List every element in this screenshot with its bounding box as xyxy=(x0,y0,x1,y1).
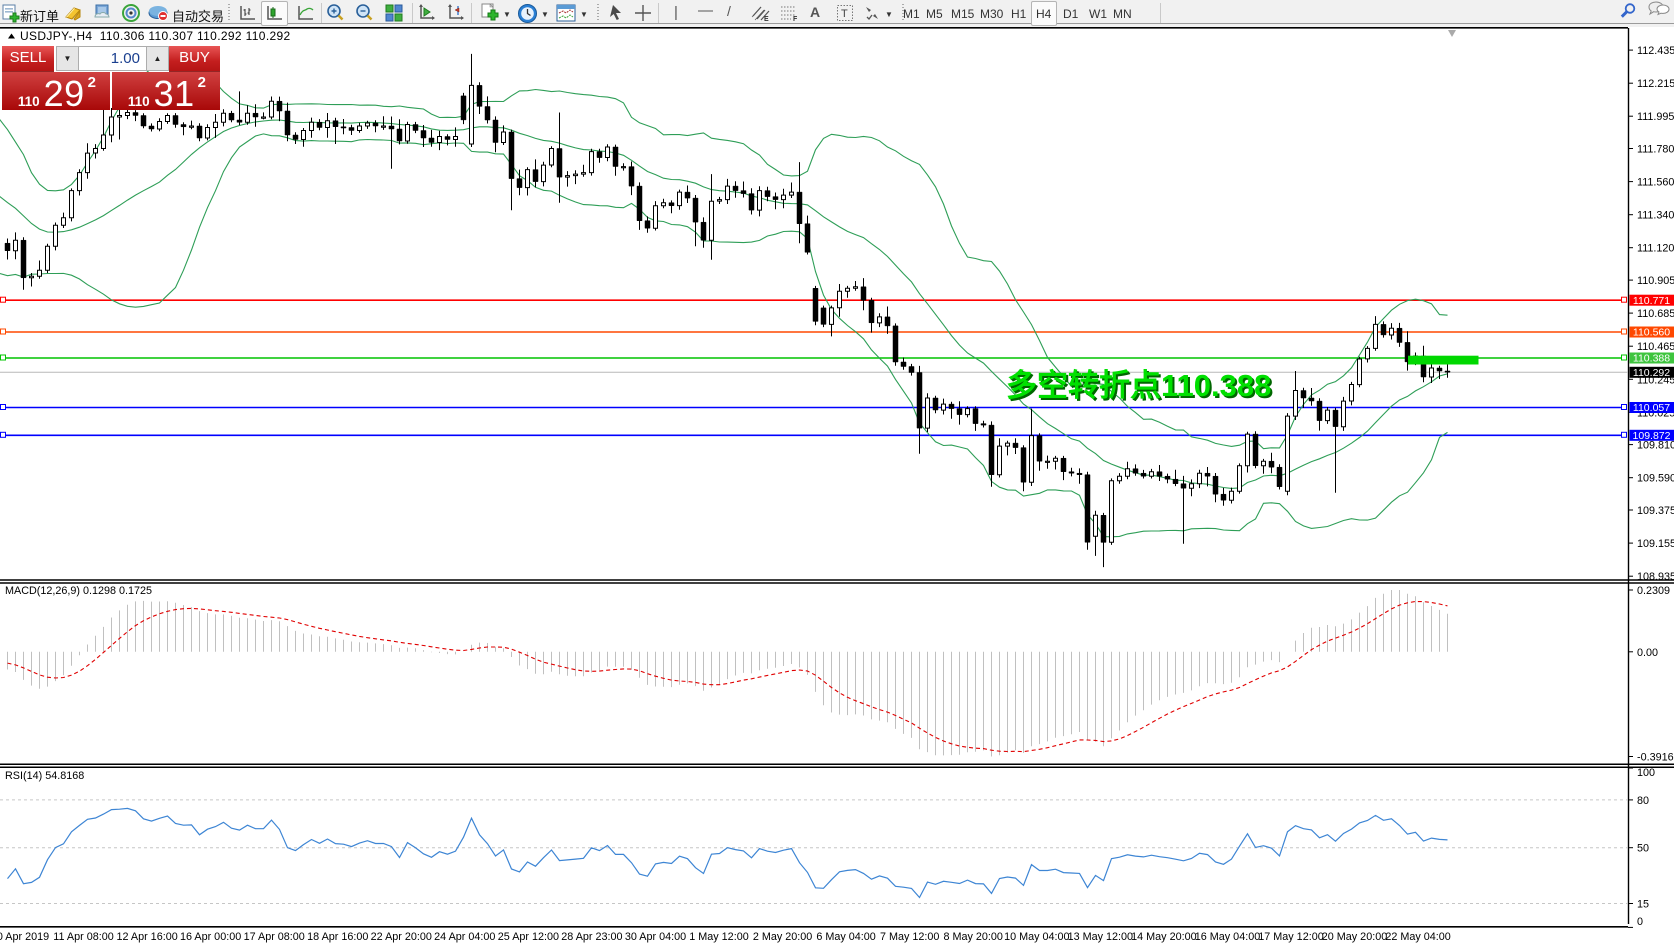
svg-text:109.590: 109.590 xyxy=(1637,473,1674,485)
svg-text:11 Apr 08:00: 11 Apr 08:00 xyxy=(53,931,113,943)
svg-text:24 Apr 04:00: 24 Apr 04:00 xyxy=(434,931,495,943)
svg-text:20 May 20:00: 20 May 20:00 xyxy=(1322,931,1387,943)
svg-text:110.057: 110.057 xyxy=(1633,402,1670,414)
svg-text:25 Apr 12:00: 25 Apr 12:00 xyxy=(498,931,559,943)
svg-text:8 May 20:00: 8 May 20:00 xyxy=(943,931,1002,943)
svg-text:109.375: 109.375 xyxy=(1637,505,1674,517)
svg-text:17 Apr 08:00: 17 Apr 08:00 xyxy=(244,931,305,943)
svg-text:E: E xyxy=(764,16,769,22)
svg-text:15: 15 xyxy=(1637,899,1649,911)
svg-text:110.771: 110.771 xyxy=(1633,295,1670,307)
svg-text:13 May 12:00: 13 May 12:00 xyxy=(1068,931,1133,943)
svg-text:-0.3916: -0.3916 xyxy=(1637,752,1674,764)
svg-text:110.685: 110.685 xyxy=(1637,308,1674,320)
svg-text:111.340: 111.340 xyxy=(1637,210,1674,222)
svg-text:RSI(14) 54.8168: RSI(14) 54.8168 xyxy=(5,770,84,782)
svg-text:多空转折点110.388: 多空转折点110.388 xyxy=(1008,370,1273,405)
svg-text:17 May 12:00: 17 May 12:00 xyxy=(1258,931,1323,943)
svg-text:111.560: 111.560 xyxy=(1637,177,1674,189)
svg-text:80: 80 xyxy=(1637,795,1649,807)
svg-text:14 May 20:00: 14 May 20:00 xyxy=(1131,931,1196,943)
svg-text:112.215: 112.215 xyxy=(1637,78,1674,90)
svg-text:0.2309: 0.2309 xyxy=(1637,585,1670,597)
svg-text:112.435: 112.435 xyxy=(1637,45,1674,57)
svg-text:111.780: 111.780 xyxy=(1637,144,1674,156)
svg-text:110.465: 110.465 xyxy=(1637,341,1674,353)
svg-text:109.155: 109.155 xyxy=(1637,538,1674,550)
svg-text:16 Apr 00:00: 16 Apr 00:00 xyxy=(180,931,241,943)
svg-text:30 Apr 04:00: 30 Apr 04:00 xyxy=(625,931,686,943)
svg-text:0.00: 0.00 xyxy=(1637,647,1658,659)
svg-text:6 May 04:00: 6 May 04:00 xyxy=(816,931,875,943)
svg-text:1 May 12:00: 1 May 12:00 xyxy=(689,931,748,943)
svg-text:10 May 04:00: 10 May 04:00 xyxy=(1004,931,1069,943)
svg-text:22 May 04:00: 22 May 04:00 xyxy=(1385,931,1450,943)
svg-text:22 Apr 20:00: 22 Apr 20:00 xyxy=(371,931,432,943)
svg-text:MACD(12,26,9) 0.1298 0.1725: MACD(12,26,9) 0.1298 0.1725 xyxy=(5,585,152,597)
svg-text:109.872: 109.872 xyxy=(1633,430,1671,442)
svg-text:111.995: 111.995 xyxy=(1637,111,1674,123)
svg-text:108.935: 108.935 xyxy=(1637,571,1674,583)
svg-text:T: T xyxy=(841,8,848,20)
svg-text:F: F xyxy=(793,16,798,22)
svg-text:7 May 12:00: 7 May 12:00 xyxy=(880,931,939,943)
svg-text:110.905: 110.905 xyxy=(1637,275,1674,287)
svg-text:50: 50 xyxy=(1637,843,1649,855)
svg-text:2 May 20:00: 2 May 20:00 xyxy=(753,931,812,943)
svg-text:100: 100 xyxy=(1637,767,1655,779)
svg-text:10 Apr 2019: 10 Apr 2019 xyxy=(0,931,49,943)
svg-text:18 Apr 16:00: 18 Apr 16:00 xyxy=(307,931,368,943)
svg-text:110.560: 110.560 xyxy=(1633,327,1670,339)
svg-text:109.810: 109.810 xyxy=(1637,440,1674,452)
svg-text:111.120: 111.120 xyxy=(1637,243,1674,255)
svg-text:USDJPY-,H4 110.306 110.307 11: USDJPY-,H4 110.306 110.307 110.292 110.2… xyxy=(20,29,291,43)
svg-text:16 May 04:00: 16 May 04:00 xyxy=(1195,931,1260,943)
svg-text:0: 0 xyxy=(1637,916,1643,928)
svg-text:110.292: 110.292 xyxy=(1633,367,1670,379)
svg-text:12 Apr 16:00: 12 Apr 16:00 xyxy=(116,931,177,943)
svg-text:110.388: 110.388 xyxy=(1633,353,1670,365)
svg-text:28 Apr 23:00: 28 Apr 23:00 xyxy=(561,931,622,943)
svg-text:多空转折点110.388: 多空转折点110.388 xyxy=(1006,368,1271,403)
